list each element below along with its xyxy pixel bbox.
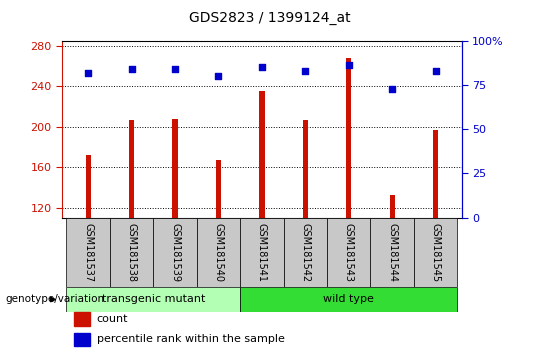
Bar	[110, 218, 153, 287]
Text: GSM181541: GSM181541	[257, 223, 267, 282]
Bar	[259, 91, 265, 218]
Text: wild type: wild type	[323, 295, 374, 304]
Bar	[197, 218, 240, 287]
Text: percentile rank within the sample: percentile rank within the sample	[97, 335, 285, 344]
Bar	[240, 218, 284, 287]
Point	[171, 66, 179, 72]
Bar	[66, 287, 240, 312]
Point	[84, 70, 92, 75]
Point	[388, 86, 396, 91]
Bar	[327, 218, 370, 287]
Bar	[172, 119, 178, 218]
Bar	[75, 312, 90, 326]
Text: GSM181543: GSM181543	[344, 223, 354, 282]
Text: GSM181544: GSM181544	[387, 223, 397, 282]
Point	[214, 73, 223, 79]
Bar	[129, 120, 134, 218]
Point	[345, 63, 353, 68]
Text: transgenic mutant: transgenic mutant	[102, 295, 205, 304]
Bar	[75, 333, 90, 346]
Text: GSM181537: GSM181537	[83, 223, 93, 282]
Bar	[389, 195, 395, 218]
Bar	[153, 218, 197, 287]
Bar	[66, 218, 110, 287]
Bar	[346, 58, 352, 218]
Bar	[303, 120, 308, 218]
Text: GSM181538: GSM181538	[126, 223, 137, 282]
Bar	[240, 287, 457, 312]
Bar	[370, 218, 414, 287]
Text: GSM181540: GSM181540	[213, 223, 224, 282]
Bar	[433, 130, 438, 218]
Text: genotype/variation: genotype/variation	[5, 295, 105, 304]
Text: GSM181545: GSM181545	[430, 223, 441, 282]
Bar	[284, 218, 327, 287]
Text: count: count	[97, 314, 128, 324]
Bar	[85, 155, 91, 218]
Bar	[414, 218, 457, 287]
Text: GSM181539: GSM181539	[170, 223, 180, 282]
Text: GSM181542: GSM181542	[300, 223, 310, 282]
Point	[127, 66, 136, 72]
Point	[431, 68, 440, 74]
Point	[258, 64, 266, 70]
Point	[301, 68, 309, 74]
Text: GDS2823 / 1399124_at: GDS2823 / 1399124_at	[189, 11, 351, 25]
Bar	[216, 160, 221, 218]
